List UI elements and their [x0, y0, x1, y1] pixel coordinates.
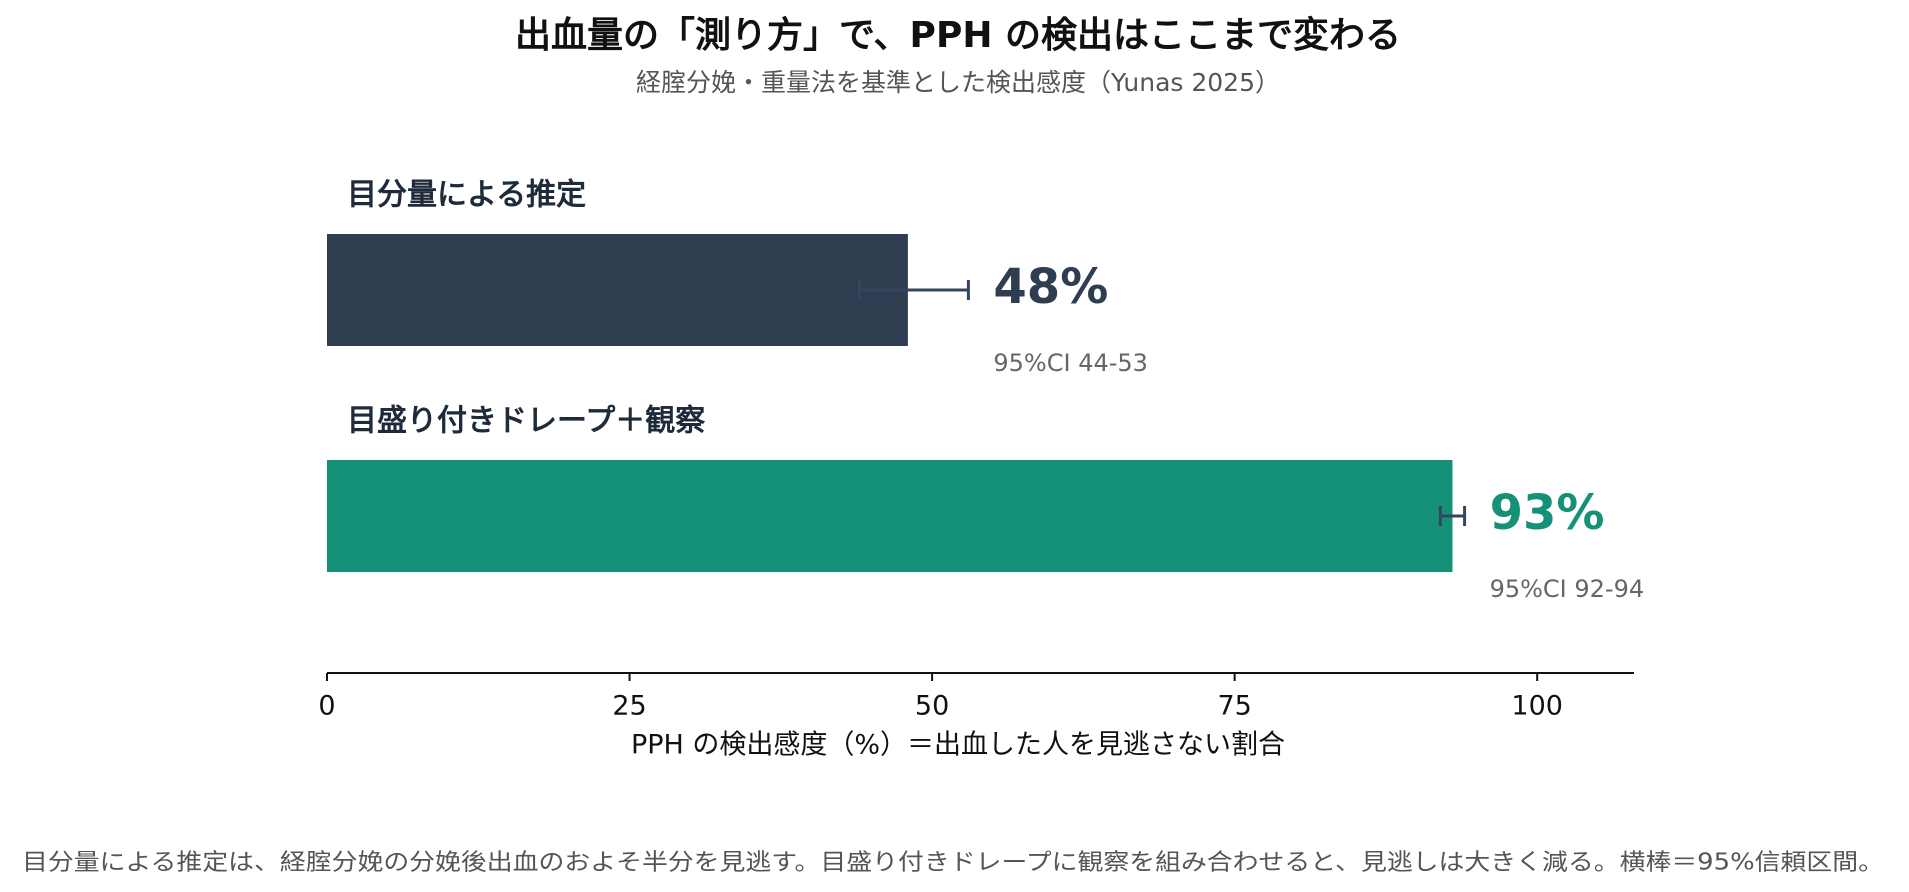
- x-tick-label: 50: [915, 691, 949, 722]
- ci-label: 95%CI 44-53: [993, 349, 1148, 377]
- value-label: 93%: [1490, 485, 1605, 541]
- error-bar: [1438, 506, 1467, 526]
- value-label: 48%: [993, 259, 1108, 315]
- error-bar: [857, 280, 970, 300]
- bar: [327, 460, 1453, 572]
- x-tick-label: 25: [612, 691, 646, 722]
- x-tick-label: 100: [1511, 691, 1563, 722]
- x-tick-label: 75: [1217, 691, 1251, 722]
- chart-title: 出血量の「測り方」で、PPH の検出はここまで変わる: [515, 14, 1401, 56]
- category-label: 目盛り付きドレープ＋観察: [347, 404, 706, 439]
- chart-subtitle: 経腟分娩・重量法を基準とした検出感度（Yunas 2025）: [636, 68, 1280, 97]
- category-label: 目分量による推定: [347, 178, 586, 213]
- ci-label: 95%CI 92-94: [1490, 575, 1645, 603]
- footnote: 目分量による推定は、経腟分娩の分娩後出血のおよそ半分を見逃す。目盛り付きドレープ…: [22, 850, 1884, 876]
- x-axis-label: PPH の検出感度（%）＝出血した人を見逃さない割合: [631, 730, 1285, 761]
- x-tick-label: 0: [318, 691, 335, 722]
- bar: [327, 234, 908, 346]
